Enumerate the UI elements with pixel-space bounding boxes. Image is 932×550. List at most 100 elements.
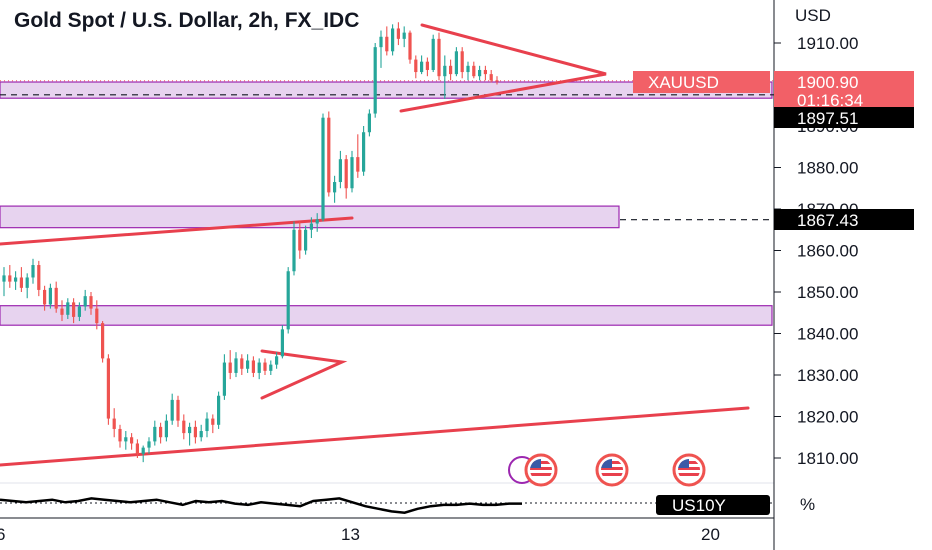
- candle: [176, 395, 180, 427]
- countdown-value: 01:16:34: [797, 91, 863, 110]
- candle-body: [454, 51, 458, 75]
- candle-body: [37, 265, 41, 290]
- candle: [280, 325, 284, 359]
- candle-body: [275, 356, 279, 365]
- candle-body: [25, 277, 29, 288]
- price-tick-label: 1910.00: [797, 34, 858, 53]
- candle: [478, 65, 482, 81]
- price-tick-label: 1850.00: [797, 283, 858, 302]
- candle: [19, 267, 23, 292]
- upper-trendline-left[interactable]: [0, 216, 354, 246]
- lower-trendline[interactable]: [0, 406, 750, 467]
- candle-body: [385, 36, 389, 52]
- sub-symbol-tag-bg: [656, 495, 770, 515]
- candle-body: [19, 277, 23, 288]
- candle: [414, 55, 418, 79]
- candle: [298, 221, 302, 259]
- level-2-tag-bg: [774, 209, 914, 230]
- candle-body: [43, 289, 47, 305]
- candle-body: [367, 113, 371, 133]
- candle-body: [106, 358, 110, 419]
- candle: [327, 111, 331, 197]
- flag-icon[interactable]: [524, 453, 558, 487]
- zone-1[interactable]: [0, 81, 773, 99]
- candle: [164, 414, 168, 442]
- candle: [443, 55, 447, 100]
- candle: [495, 76, 499, 85]
- zone-3[interactable]: [0, 305, 773, 326]
- candle: [66, 298, 70, 319]
- candle: [25, 273, 29, 299]
- pennant-large[interactable]: [399, 23, 607, 113]
- candle: [454, 47, 458, 77]
- candle: [402, 26, 406, 48]
- candle-body: [327, 117, 331, 193]
- candle-body: [205, 418, 209, 432]
- candle-body: [449, 65, 453, 75]
- price-tick-label: 1810.00: [797, 449, 858, 468]
- trendline-layer[interactable]: [0, 23, 750, 467]
- candle-body: [66, 302, 70, 315]
- last-price-tag-bg: [774, 71, 914, 111]
- price-tick-label: 1860.00: [797, 242, 858, 261]
- candle: [483, 65, 487, 81]
- candle: [95, 300, 99, 330]
- candle-body: [257, 362, 261, 373]
- candle: [246, 354, 250, 373]
- candle-body: [48, 287, 52, 305]
- candle-body: [362, 132, 366, 172]
- candle-body: [135, 443, 139, 454]
- candle-body: [309, 223, 313, 230]
- flag-icon[interactable]: [672, 453, 706, 487]
- candle: [170, 393, 174, 425]
- pennant-small[interactable]: [260, 349, 348, 400]
- candle-body: [460, 51, 464, 73]
- event-icons[interactable]: [508, 453, 706, 487]
- candle: [228, 350, 232, 380]
- candle-body: [234, 358, 238, 373]
- candle-body: [193, 426, 197, 438]
- candle: [217, 391, 221, 429]
- flag-icon[interactable]: [595, 453, 629, 487]
- candle: [489, 69, 493, 83]
- zone-2[interactable]: [0, 205, 620, 229]
- sub-symbol-label: US10Y: [672, 496, 726, 515]
- candle-body: [2, 275, 6, 282]
- candle-body: [373, 47, 377, 114]
- candle: [205, 412, 209, 438]
- candle: [275, 352, 279, 369]
- candle: [315, 213, 319, 232]
- candle: [83, 289, 87, 311]
- candle-body: [95, 308, 99, 324]
- time-label-20: 20: [701, 525, 720, 544]
- price-tick-label: 1840.00: [797, 325, 858, 344]
- candle: [130, 433, 134, 450]
- candle: [147, 437, 151, 454]
- candle: [188, 422, 192, 446]
- candle-body: [344, 159, 348, 189]
- candle: [257, 358, 261, 380]
- candle-body: [391, 28, 395, 52]
- candle-body: [141, 447, 145, 454]
- candle: [396, 22, 400, 46]
- candle-body: [431, 38, 435, 70]
- candle: [8, 265, 12, 288]
- candle: [89, 292, 93, 315]
- candle: [333, 175, 337, 203]
- candle-body: [269, 364, 273, 371]
- candle-body: [130, 437, 134, 444]
- candle: [437, 32, 441, 81]
- candle-body: [338, 159, 342, 183]
- candle: [124, 431, 128, 450]
- candle: [344, 155, 348, 199]
- candle-body: [60, 308, 64, 315]
- candle: [338, 150, 342, 189]
- candle: [141, 445, 145, 463]
- candle: [182, 414, 186, 440]
- candle: [222, 354, 226, 400]
- candle-body: [420, 61, 424, 73]
- candle: [14, 271, 18, 290]
- candle: [199, 424, 203, 442]
- candle-body: [298, 229, 302, 251]
